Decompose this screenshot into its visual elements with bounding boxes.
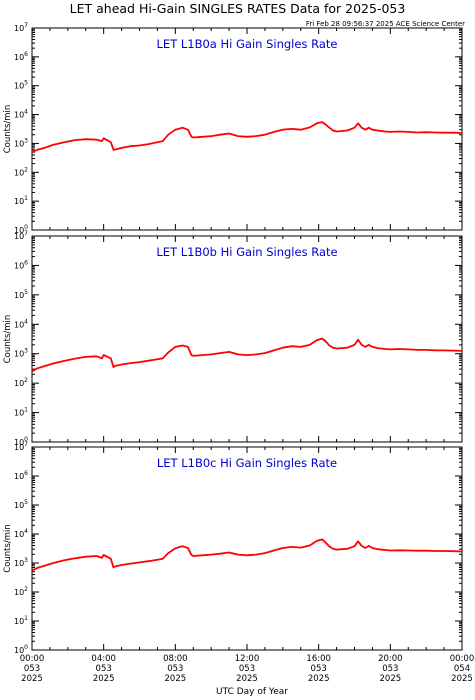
x-tick-year: 2025 [236,674,258,684]
x-tick-time: 04:00 [91,654,116,664]
y-tick-label: 100 [14,436,28,447]
y-tick-label: 106 [14,51,28,62]
x-tick-day: 053 [311,664,327,674]
y-tick-label: 107 [14,441,28,452]
x-tick-year: 2025 [451,674,473,684]
x-tick-day: 054 [454,664,470,674]
x-tick-time: 20:00 [378,654,403,664]
y-tick-label: 100 [14,224,28,235]
y-tick-label: 103 [14,137,28,148]
chart-panel-2: 100 101 102 103 104 105 106 107 Counts/min LET L1… [3,230,463,447]
x-tick-day: 053 [24,664,40,674]
chart-panels: 100 101 102 103 104 105 106 107 Counts/min LET L1… [3,22,463,655]
y-tick-label: 104 [14,318,28,329]
y-tick-label: 101 [14,195,28,206]
y-tick-label: 105 [14,499,28,510]
series-line [31,538,463,572]
y-tick-label: 105 [14,289,28,300]
series-line [31,121,463,153]
x-tick-time: 12:00 [235,654,260,664]
y-tick-label: 104 [14,528,28,539]
plot-frame [31,235,463,443]
x-tick-day: 053 [96,664,112,674]
panel-title: LET L1B0b Hi Gain Singles Rate [156,245,337,259]
x-tick-time: 00:00 [450,654,475,664]
y-tick-label: 104 [14,109,28,120]
series-line [31,337,463,373]
x-tick-year: 2025 [93,674,115,684]
figure-title: LET ahead Hi-Gain SINGLES RATES Data for… [70,1,406,16]
y-tick-label: 100 [14,644,28,655]
x-tick-time: 16:00 [306,654,331,664]
x-axis-tick-labels: 00:00053202504:00053202508:00053202512:0… [20,654,475,684]
y-tick-label: 107 [14,22,28,33]
x-tick-day: 053 [167,664,183,674]
y-tick-label: 101 [14,615,28,626]
x-tick-year: 2025 [21,674,43,684]
y-axis-label: Counts/min [3,524,13,573]
y-tick-label: 103 [14,557,28,568]
y-axis-label: Counts/min [3,315,13,364]
x-tick-year: 2025 [308,674,330,684]
panel-title: LET L1B0c Hi Gain Singles Rate [157,456,337,470]
x-tick-day: 053 [382,664,398,674]
x-tick-time: 00:00 [20,654,45,664]
generation-timestamp: Fri Feb 28 09:56:37 2025 ACE Science Cen… [306,20,465,28]
y-tick-label: 106 [14,470,28,481]
x-tick-day: 053 [239,664,255,674]
y-tick-label: 101 [14,407,28,418]
y-tick-label: 102 [14,586,28,597]
y-tick-label: 106 [14,259,28,270]
plot-frame [31,27,463,231]
x-tick-time: 08:00 [163,654,188,664]
y-axis-label: Counts/min [3,105,13,154]
y-tick-label: 102 [14,166,28,177]
x-tick-year: 2025 [380,674,402,684]
chart-panel-3: 100 101 102 103 104 105 106 107 Counts/min LET L1… [3,441,463,655]
x-axis-label: UTC Day of Year [216,687,288,697]
plot-frame [31,446,463,651]
y-tick-label: 102 [14,377,28,388]
x-tick-year: 2025 [165,674,187,684]
chart-panel-1: 100 101 102 103 104 105 106 107 Counts/min LET L1… [3,22,463,235]
panel-title: LET L1B0a Hi Gain Singles Rate [157,37,338,51]
y-tick-label: 107 [14,230,28,241]
y-tick-label: 105 [14,80,28,91]
y-tick-label: 103 [14,348,28,359]
